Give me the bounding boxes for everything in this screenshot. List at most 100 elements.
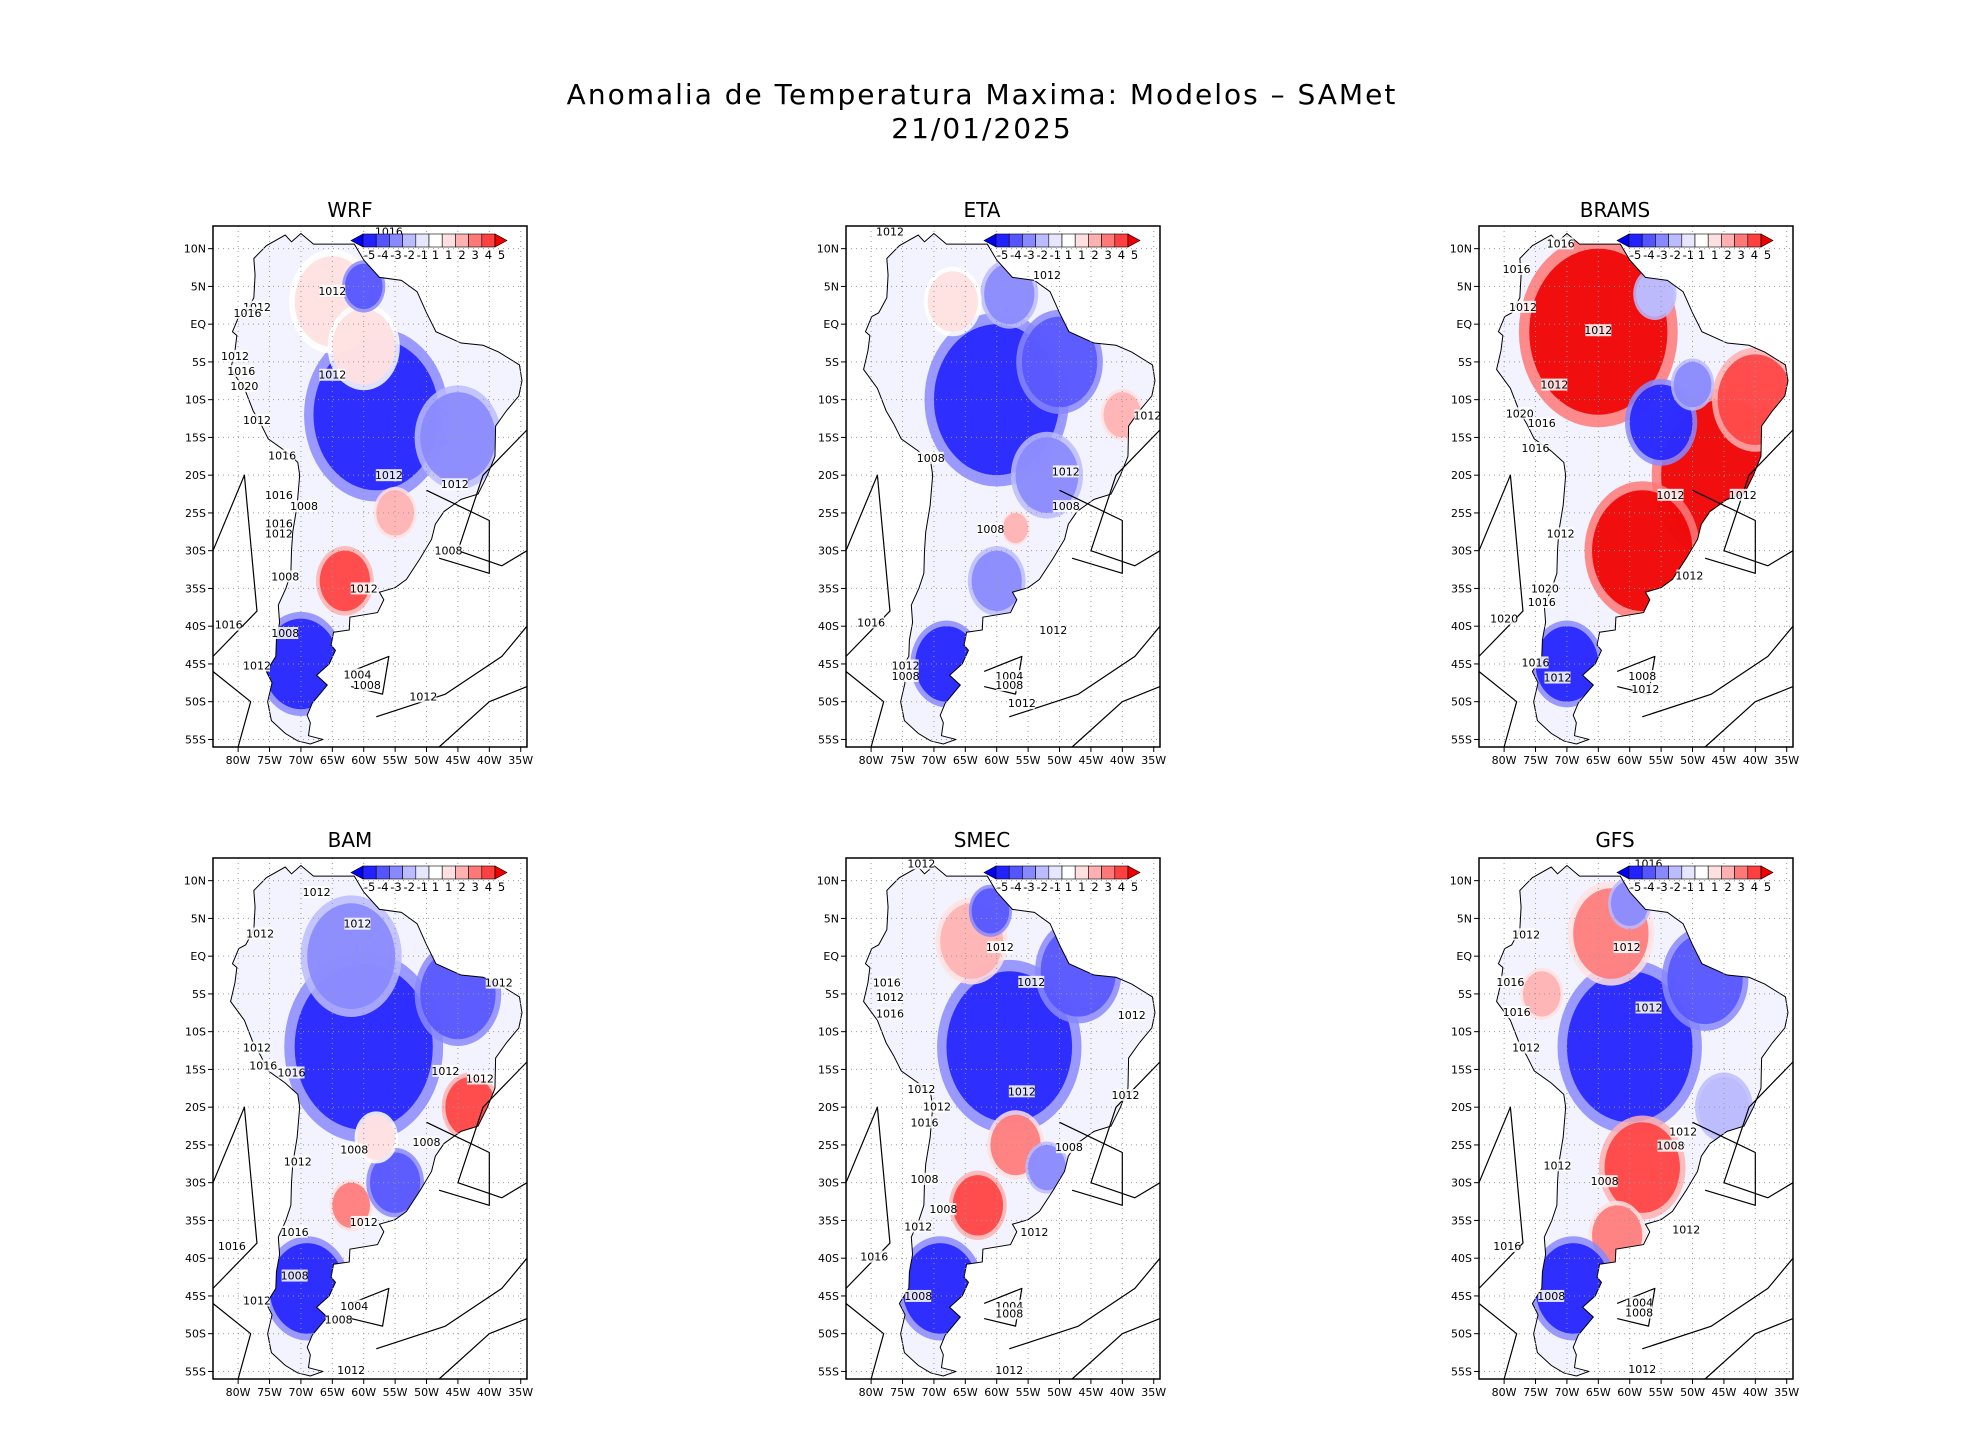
isobar-label: 1012 (318, 285, 346, 298)
anomaly-core (420, 392, 496, 483)
anomaly-core (1673, 361, 1712, 408)
isobar-label-bg (1541, 378, 1568, 391)
lat-label: 50S (1451, 696, 1472, 709)
lon-label: 55W (383, 754, 408, 767)
colorbar-label: 4 (1118, 880, 1125, 894)
isobar-label-bg (1591, 1175, 1618, 1188)
lat-label: 55S (1451, 1365, 1472, 1378)
colorbar-swatch (1008, 233, 1023, 248)
coastline (1496, 864, 1789, 1377)
lon-label: 80W (859, 754, 884, 767)
isobar-line (1704, 686, 1794, 748)
colorbar-swatch (1008, 865, 1023, 880)
colorbar-label: 1 (1065, 248, 1072, 262)
lat-label: 10S (185, 394, 206, 407)
lat-label: 30S (185, 545, 206, 558)
colorbar-swatch (1061, 865, 1076, 880)
lat-label: 35S (1451, 1214, 1472, 1227)
isobar-label: 1012 (1512, 1042, 1540, 1055)
isobar-label-bg (341, 1299, 368, 1312)
colorbar-swatch (1101, 233, 1116, 248)
map-panel-wrf: 1016101210121016101210161020101210121016… (184, 225, 533, 767)
anomaly-core (307, 903, 396, 1010)
lat-label: 25S (185, 507, 206, 520)
colorbar-swatch (1035, 865, 1050, 880)
colorbar-swatch (1074, 865, 1089, 880)
isobar-label: 1012 (892, 659, 920, 672)
colorbar-label: 5 (498, 248, 505, 262)
lon-label: 60W (984, 754, 1009, 767)
colorbar-label: -5 (1630, 880, 1641, 894)
isobar-label-bg (996, 670, 1023, 683)
colorbar-swatch (1707, 865, 1722, 880)
lon-label: 70W (288, 754, 313, 767)
isobar-label-bg (1657, 488, 1684, 501)
lat-label: 40S (818, 1252, 839, 1265)
isobar-label: 1012 (246, 928, 274, 941)
lat-label: 25S (818, 507, 839, 520)
lon-label: 40W (1743, 754, 1768, 767)
lat-label: 45S (1451, 658, 1472, 671)
lat-label: 55S (1451, 733, 1472, 746)
colorbar-label: 3 (1738, 880, 1745, 894)
isobar-label: 1012 (1008, 697, 1036, 710)
lat-label: 45S (185, 1290, 206, 1303)
lat-label: 55S (818, 733, 839, 746)
lon-label: 70W (1554, 1386, 1579, 1399)
lat-label: 10N (1450, 243, 1472, 256)
colorbar-label: -3 (390, 880, 401, 894)
isobar-label: 1004 (343, 669, 371, 682)
colorbar-swatch (1668, 865, 1683, 880)
isobar-label: 1012 (1544, 1159, 1572, 1172)
colorbar-swatch (1641, 865, 1656, 880)
lat-label: 5S (1458, 356, 1472, 369)
colorbar-swatch (468, 233, 483, 248)
isobar-line (350, 1287, 390, 1327)
colorbar-label: 4 (1118, 248, 1125, 262)
colorbar-label: -4 (1643, 880, 1654, 894)
isobar-label-bg (325, 1313, 352, 1326)
isobar-label-bg (858, 616, 885, 629)
colorbar-label: -4 (377, 880, 388, 894)
lon-label: 75W (890, 1386, 915, 1399)
lat-label: 30S (185, 1177, 206, 1190)
lon-label: 60W (1617, 754, 1642, 767)
isobar-label: 1012 (907, 857, 935, 870)
colorbar-max-arrow (494, 865, 508, 880)
isobar-label-bg (344, 917, 371, 930)
isobar-label-bg (291, 500, 318, 513)
lat-label: 10S (1451, 1026, 1472, 1039)
colorbar-label: -2 (1036, 248, 1047, 262)
isobar-label-bg (1632, 682, 1659, 695)
isobar-label: 1016 (911, 1116, 939, 1129)
colorbar-label: 1 (445, 248, 452, 262)
colorbar-label: -5 (1630, 248, 1641, 262)
isobar-label-bg (234, 306, 261, 319)
isobar-label-bg (996, 1363, 1023, 1376)
colorbar-swatch (402, 233, 417, 248)
lon-label: 50W (1680, 1386, 1705, 1399)
colorbar-swatch (415, 865, 430, 880)
lon-label: 70W (921, 754, 946, 767)
lat-label: 5S (825, 356, 839, 369)
isobar-label-bg (873, 976, 900, 989)
colorbar-swatch (1734, 865, 1749, 880)
isobar-label-bg (1134, 409, 1161, 422)
colorbar-swatch (1747, 233, 1762, 248)
isobar-label-bg (350, 1215, 377, 1228)
colorbar-swatch (1694, 865, 1709, 880)
isobar-label: 1016 (860, 1251, 888, 1264)
anomaly-field (1518, 236, 1788, 708)
colorbar-label: -4 (1010, 880, 1021, 894)
isobar-line (1478, 474, 1524, 657)
colorbar-label: -1 (1683, 248, 1694, 262)
colorbar-swatch (362, 865, 377, 880)
lat-label: 5N (1457, 280, 1472, 293)
lon-label: 40W (477, 1386, 502, 1399)
anomaly-core (1535, 1243, 1611, 1334)
colorbar-swatch (455, 233, 469, 248)
isobar-line (1704, 1318, 1794, 1380)
colorbar-label: 5 (498, 880, 505, 894)
isobar-label: 1008 (340, 1143, 368, 1156)
isobar-label-bg (876, 990, 903, 1003)
